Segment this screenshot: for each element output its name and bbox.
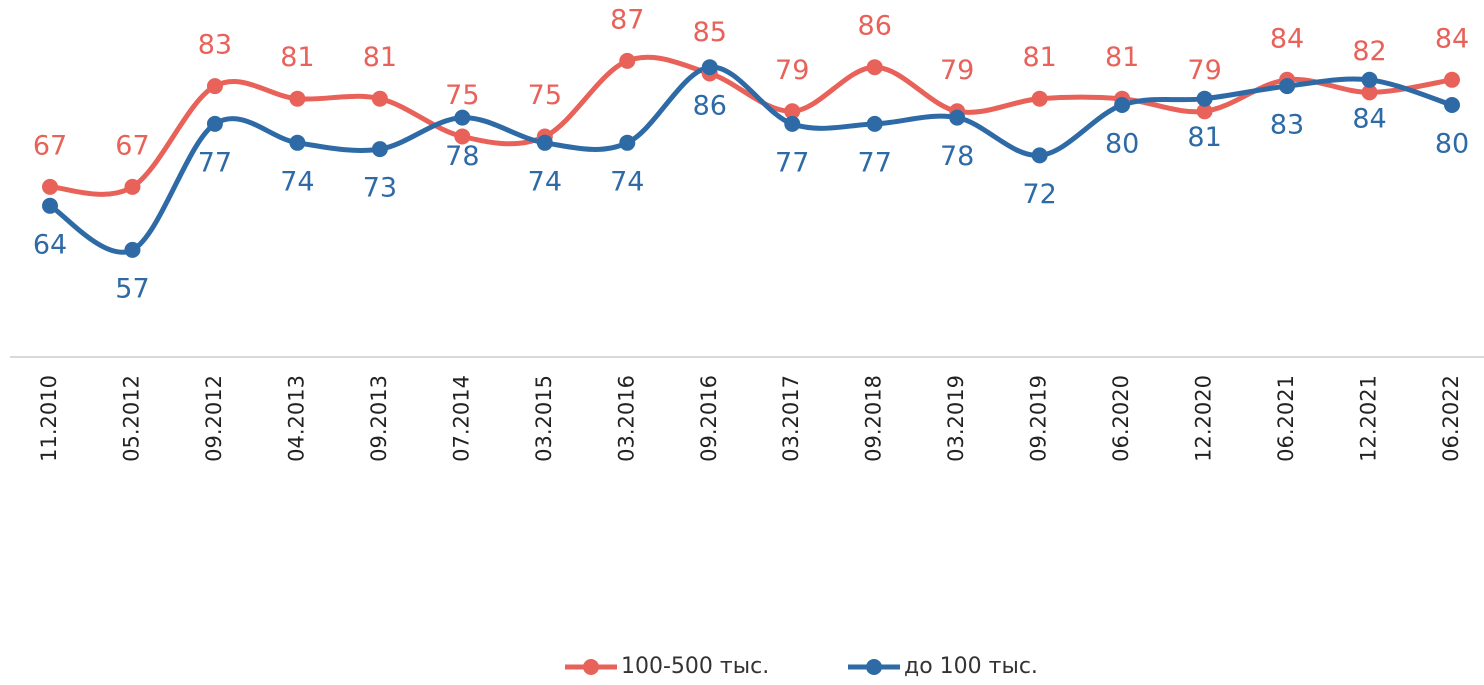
point (1444, 71, 1460, 88)
point (1196, 103, 1213, 120)
data-label: 73 (363, 173, 397, 204)
x-tick-label: 03.2019 (944, 375, 968, 462)
legend-label: до 100 тыс. (904, 654, 1038, 679)
data-label: 81 (280, 42, 314, 73)
point (619, 52, 636, 69)
x-tick-label: 09.2013 (367, 375, 391, 462)
point (784, 115, 801, 132)
legend-label: 100-500 тыс. (621, 654, 769, 679)
point (536, 134, 553, 151)
data-label: 75 (445, 80, 479, 111)
data-label: 67 (115, 130, 149, 161)
x-tick-label: 05.2012 (119, 375, 143, 462)
point (371, 141, 388, 158)
point (1361, 84, 1378, 101)
data-label: 87 (610, 4, 644, 35)
data-label: 77 (858, 147, 892, 178)
data-label: 86 (693, 91, 727, 122)
x-tick-label: 09.2019 (1027, 375, 1051, 462)
x-tick-label: 04.2013 (284, 375, 308, 462)
data-label: 81 (1187, 122, 1221, 153)
data-label: 74 (280, 166, 314, 197)
data-label: 84 (1435, 23, 1469, 54)
x-tick-label: 11.2010 (37, 375, 61, 462)
data-label: 74 (610, 166, 644, 197)
x-tick-label: 12.2020 (1192, 375, 1216, 462)
point (1114, 97, 1131, 113)
x-tick-label: 12.2021 (1357, 375, 1381, 462)
point (289, 134, 306, 151)
data-label: 86 (858, 11, 892, 42)
point (371, 90, 388, 107)
data-label: 79 (940, 55, 974, 86)
point (1031, 90, 1048, 107)
x-tick-label: 06.2022 (1439, 375, 1463, 462)
x-tick-label: 09.2016 (697, 375, 721, 462)
data-label: 83 (198, 30, 232, 61)
data-label: 67 (33, 130, 67, 161)
data-label: 80 (1105, 129, 1139, 160)
data-label: 81 (1022, 42, 1056, 73)
point (784, 103, 801, 120)
point (454, 109, 471, 126)
point (949, 109, 966, 126)
data-label: 57 (115, 273, 149, 304)
x-tick-label: 03.2017 (779, 375, 803, 462)
point (206, 115, 223, 132)
point (454, 128, 471, 145)
data-label: 81 (363, 42, 397, 73)
data-label: 79 (775, 55, 809, 86)
point (701, 59, 718, 76)
legend-marker (583, 659, 599, 675)
point (42, 197, 58, 214)
data-label: 72 (1022, 179, 1056, 210)
data-label: 78 (940, 141, 974, 172)
x-tick-label: 03.2015 (532, 375, 556, 462)
data-label: 83 (1270, 110, 1304, 141)
data-label: 82 (1352, 36, 1386, 67)
data-label: 85 (693, 17, 727, 48)
data-label: 80 (1435, 129, 1469, 160)
data-label: 84 (1352, 103, 1386, 134)
point (1444, 97, 1460, 113)
data-label: 81 (1105, 42, 1139, 73)
x-tick-label: 09.2018 (862, 375, 886, 462)
point (206, 78, 223, 95)
x-tick-label: 03.2016 (614, 375, 638, 462)
point (1031, 147, 1048, 164)
data-label: 74 (528, 166, 562, 197)
point (1196, 90, 1213, 107)
point (124, 241, 141, 258)
point (289, 90, 306, 107)
x-tick-label: 09.2012 (202, 375, 226, 462)
x-tick-label: 06.2021 (1274, 375, 1298, 462)
data-label: 77 (775, 147, 809, 178)
point (1361, 71, 1378, 88)
legend-marker (866, 659, 882, 675)
data-label: 79 (1187, 55, 1221, 86)
point (619, 134, 636, 151)
point (1279, 78, 1296, 95)
point (42, 178, 58, 195)
point (866, 59, 883, 76)
point (866, 115, 883, 132)
point (124, 178, 141, 195)
data-label: 84 (1270, 23, 1304, 54)
data-label: 64 (33, 229, 67, 260)
data-label: 77 (198, 147, 232, 178)
x-tick-label: 07.2014 (449, 375, 473, 462)
data-label: 78 (445, 141, 479, 172)
x-tick-label: 06.2020 (1109, 375, 1133, 462)
data-label: 75 (528, 80, 562, 111)
